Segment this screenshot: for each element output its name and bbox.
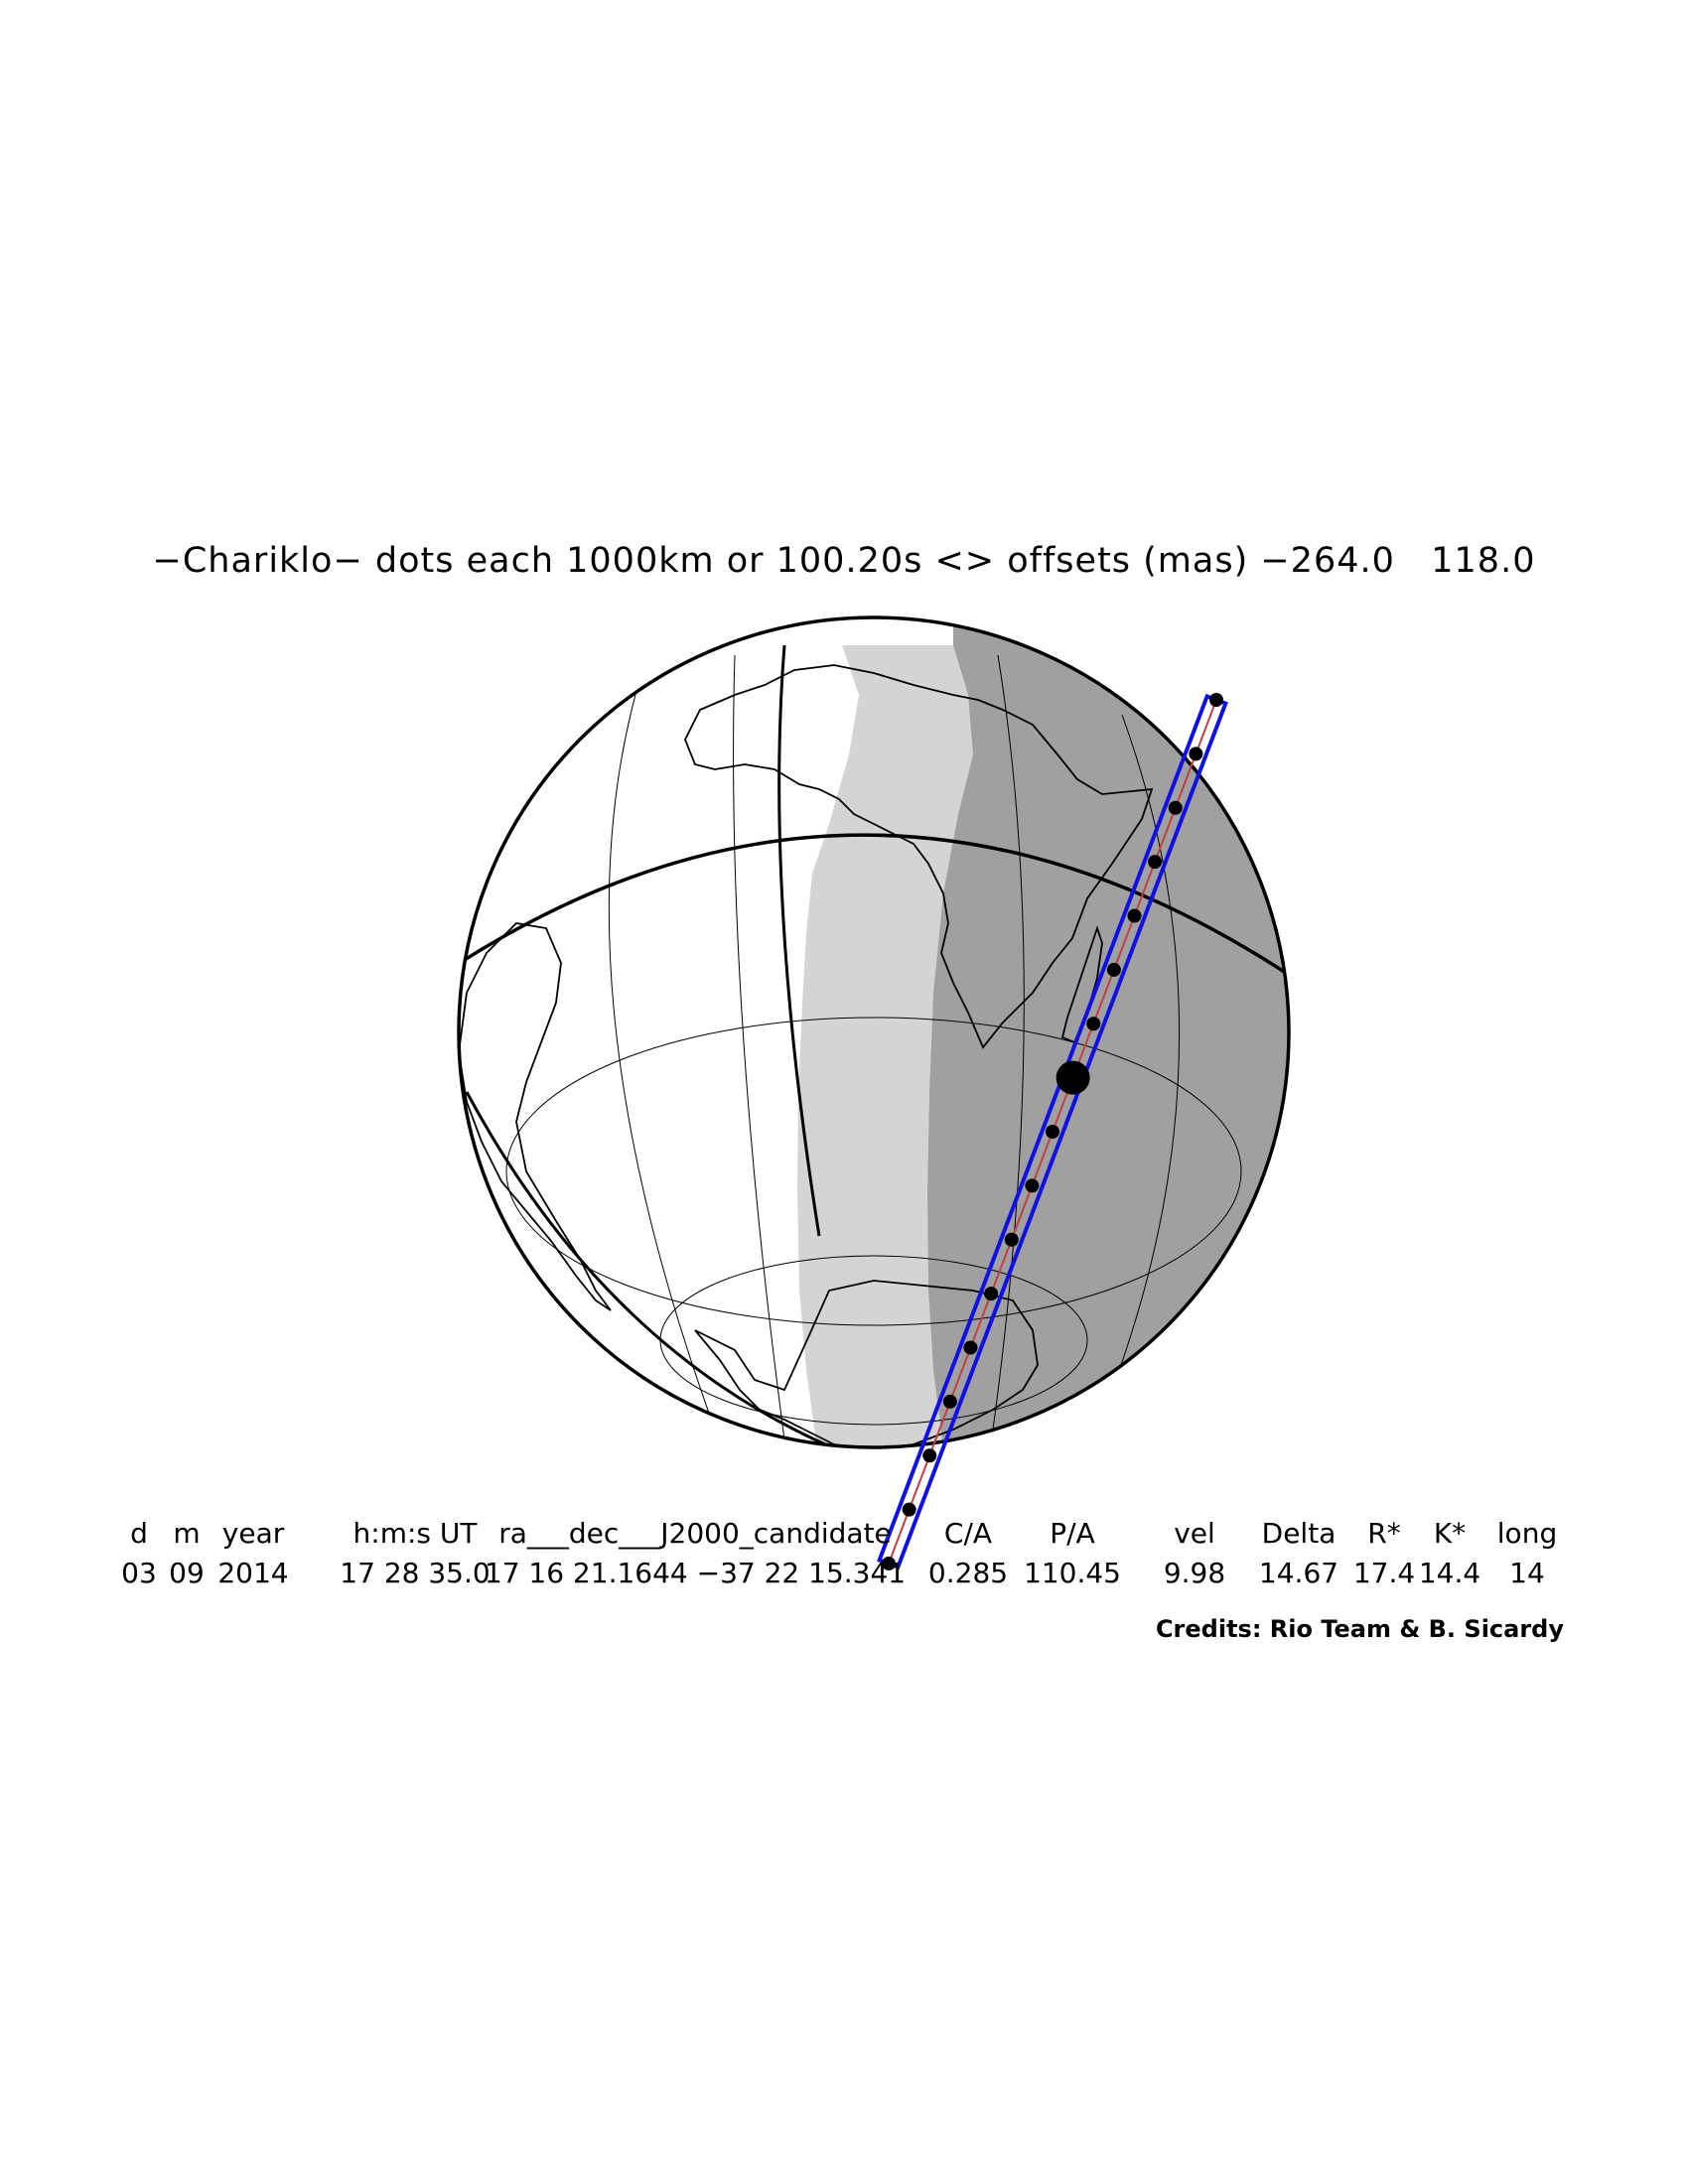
path-dot [942,1394,957,1409]
table-value: 17 16 21.1644 −37 22 15.341 [484,1557,907,1589]
night-zone [927,617,1289,1447]
table-value: 0.285 [927,1557,1009,1589]
table-header: h:m:s UT [352,1517,478,1550]
path-dot [902,1502,916,1517]
table-value: 17.4 [1352,1557,1416,1589]
globe-outline [457,615,1291,1449]
twilight-zone [797,645,973,1447]
path-dot [984,1287,999,1301]
latitude-30s [505,1017,1242,1326]
globe-shading [459,617,1289,1447]
table-header: P/A [1050,1517,1095,1550]
table-header: year [221,1517,285,1550]
path-dot [1046,1125,1059,1139]
credits-text: Credits: Rio Team & B. Sicardy [1155,1615,1564,1643]
path-dot [1106,962,1121,977]
path-dots [882,693,1223,1570]
path-dot [1025,1178,1040,1193]
continents [459,664,1154,1447]
table-value: 110.45 [1024,1557,1121,1589]
madagascar-outline [1060,925,1103,1044]
path-dot [1189,747,1203,761]
table-header: d [130,1517,148,1550]
meridian-west [608,694,716,1431]
southern-horizon [465,1091,875,1447]
path-dot [1086,1017,1101,1031]
path-dot [1209,693,1223,707]
path-dot [1127,908,1142,923]
meridian-far-east [1111,714,1181,1391]
table-header: Delta [1261,1517,1336,1550]
path-dot [1004,1232,1019,1247]
path-dot [1168,800,1183,815]
table-header: ra___dec___J2000_candidate [498,1517,892,1550]
table-value: 14.67 [1258,1557,1339,1589]
table-value: 03 [121,1557,157,1589]
table-header: long [1496,1517,1558,1550]
south-america-outline [459,922,612,1311]
prime-meridian [777,644,821,1237]
table-header: R* [1367,1517,1401,1550]
table-header: m [173,1517,201,1550]
antarctica-outline [694,1280,1039,1447]
meridian-east [992,654,1025,1431]
path-dot [882,1557,896,1570]
path-dot [922,1448,937,1463]
main-lines [459,644,1289,1447]
table-header: vel [1174,1517,1215,1550]
path-dot [1148,855,1163,870]
path-dot [963,1340,978,1355]
table-value: 14 [1509,1557,1545,1589]
table-header: C/A [943,1517,993,1550]
table-value: 9.98 [1163,1557,1226,1589]
chart-title: −Chariklo− dots each 1000km or 100.20s <… [152,541,1536,581]
table-header: K* [1433,1517,1467,1550]
table-value: 14.4 [1418,1557,1481,1589]
meridian-mid-west [733,654,785,1440]
table-value: 17 28 35.0 [340,1557,491,1589]
table-value: 09 [169,1557,205,1589]
table-value: 2014 [217,1557,289,1589]
closest-approach-dot [1055,1060,1090,1095]
africa-outline [684,664,1154,1049]
equator [459,833,1289,985]
